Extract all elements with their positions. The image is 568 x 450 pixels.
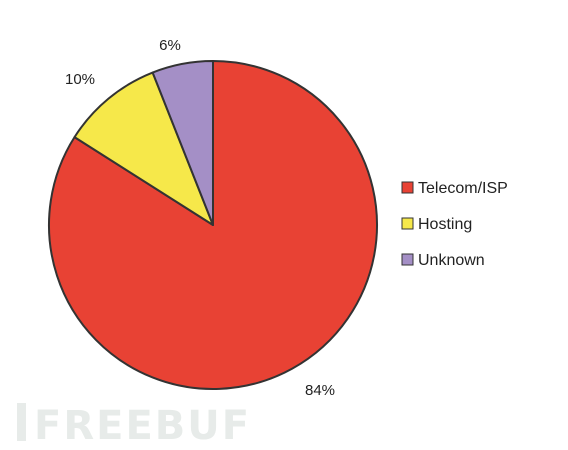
slice-label-telecom-isp: 84% <box>305 382 335 399</box>
chart-legend: Telecom/ISP Hosting Unknown <box>401 180 508 269</box>
slice-label-unknown: 6% <box>159 37 181 54</box>
legend-swatch-hosting <box>401 217 414 230</box>
watermark-text: FREEBUF <box>34 403 251 449</box>
legend-label-hosting: Hosting <box>418 216 472 233</box>
pie-slice-hosting <box>73 71 214 226</box>
watermark-logo: FREEBUF <box>17 403 251 449</box>
slice-value-labels: 84% 10% 6% <box>65 37 335 399</box>
legend-swatch-telecom-isp <box>401 181 414 194</box>
pie-slice-unknown <box>151 60 214 226</box>
slice-label-hosting: 10% <box>65 71 95 88</box>
pie-slices <box>48 60 378 390</box>
legend-swatch-unknown <box>401 253 414 266</box>
legend-label-telecom-isp: Telecom/ISP <box>418 180 508 197</box>
legend-label-unknown: Unknown <box>418 252 485 269</box>
